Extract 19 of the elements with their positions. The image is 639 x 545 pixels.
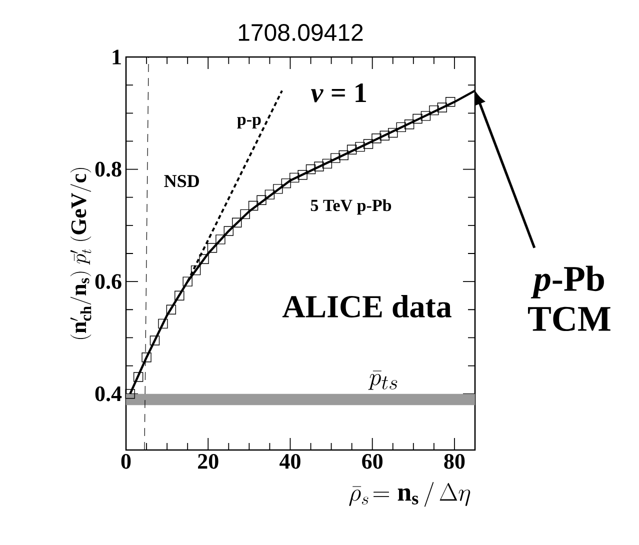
x-tick-label: 80 [444, 454, 465, 469]
annotation: NSD [164, 175, 199, 188]
annotation: 5 TeV p-Pb [310, 199, 392, 215]
x-tick-label: 40 [280, 454, 300, 469]
x-tick-label: 0 [121, 454, 131, 469]
annotation: p-p [237, 116, 261, 128]
annotation: ALICE data [282, 295, 452, 318]
y-tick-label: 0.8 [95, 162, 122, 177]
y-tick-label: 0.6 [95, 274, 122, 290]
y-axis-title: $(\mathbf{n}_{\mathbf{ch}}'/\mathbf{n}_{\mathbf{s}})\; \bar{p}_{t}'\ \mathbf{(GeV/c)}$ [70, 168, 92, 340]
x-axis-title: $\bar{\rho}_{s} \!= \mathbf{n}_{\mathbf{s}} \,/\, \Delta\eta$ [349, 482, 470, 507]
chart-title: 1708.09412 [238, 24, 363, 42]
y-tick-label: 0.4 [95, 386, 122, 402]
band-label: $\bar{p}_{ts}$ [368, 370, 398, 390]
y-tick-label: 1 [112, 50, 121, 64]
x-tick-label: 20 [198, 454, 218, 469]
text: p-Pb TCM [528, 266, 610, 332]
annotation: ν = 1 [311, 84, 366, 102]
x-tick-label: 60 [362, 454, 383, 469]
